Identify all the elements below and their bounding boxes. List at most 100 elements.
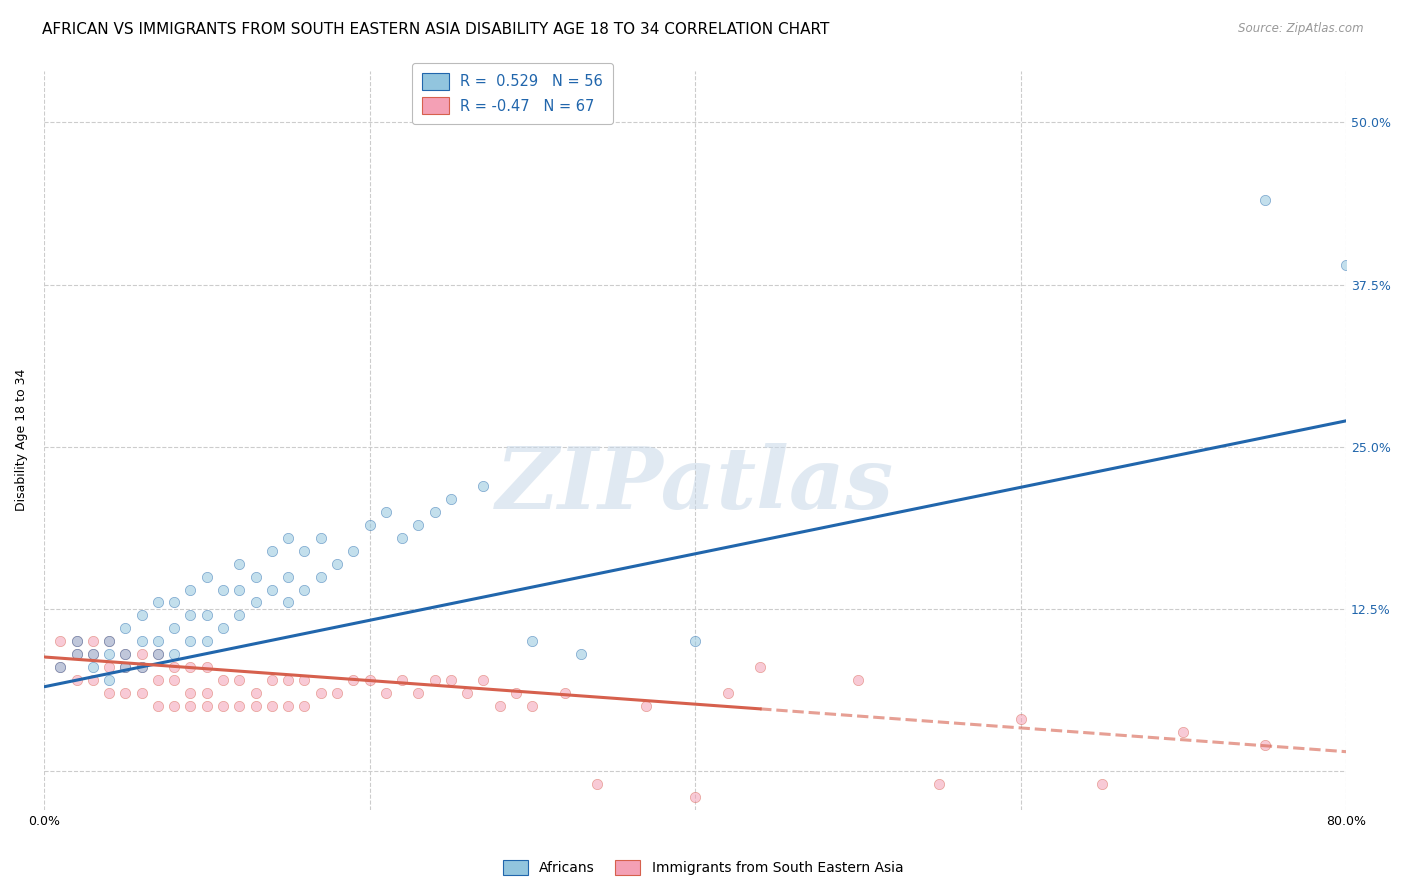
Point xyxy=(212,699,235,714)
Point xyxy=(195,634,218,648)
Point xyxy=(212,582,235,597)
Point xyxy=(326,557,349,571)
Point xyxy=(195,660,218,674)
Point xyxy=(569,648,592,662)
Point xyxy=(114,648,136,662)
Point xyxy=(49,634,72,648)
Text: ZIPatlas: ZIPatlas xyxy=(496,443,894,526)
Point xyxy=(163,660,186,674)
Point xyxy=(245,569,267,583)
Point xyxy=(212,673,235,688)
Text: AFRICAN VS IMMIGRANTS FROM SOUTH EASTERN ASIA DISABILITY AGE 18 TO 34 CORRELATIO: AFRICAN VS IMMIGRANTS FROM SOUTH EASTERN… xyxy=(42,22,830,37)
Point xyxy=(146,634,169,648)
Point xyxy=(65,648,87,662)
Point xyxy=(717,686,740,700)
Point xyxy=(1010,712,1032,726)
Point xyxy=(294,582,316,597)
Point xyxy=(228,699,250,714)
Point xyxy=(374,686,396,700)
Point xyxy=(277,673,299,688)
Point xyxy=(179,582,201,597)
Point xyxy=(277,531,299,545)
Point xyxy=(114,686,136,700)
Point xyxy=(294,673,316,688)
Point xyxy=(391,531,413,545)
Point xyxy=(163,622,186,636)
Point xyxy=(212,622,235,636)
Point xyxy=(179,608,201,623)
Point xyxy=(309,569,332,583)
Point xyxy=(408,517,430,532)
Point xyxy=(98,686,121,700)
Point xyxy=(277,569,299,583)
Point xyxy=(179,686,201,700)
Point xyxy=(49,660,72,674)
Point xyxy=(65,634,87,648)
Point xyxy=(326,686,349,700)
Point xyxy=(309,686,332,700)
Point xyxy=(309,531,332,545)
Point xyxy=(82,634,104,648)
Point xyxy=(846,673,869,688)
Point xyxy=(359,517,381,532)
Point xyxy=(228,673,250,688)
Point xyxy=(179,699,201,714)
Point xyxy=(683,790,706,805)
Point xyxy=(245,595,267,609)
Point xyxy=(195,699,218,714)
Point xyxy=(228,557,250,571)
Point xyxy=(505,686,527,700)
Point xyxy=(98,634,121,648)
Point xyxy=(260,699,283,714)
Point xyxy=(65,634,87,648)
Point xyxy=(391,673,413,688)
Point xyxy=(195,686,218,700)
Point xyxy=(749,660,772,674)
Point xyxy=(146,648,169,662)
Point xyxy=(245,699,267,714)
Point xyxy=(294,543,316,558)
Point xyxy=(114,648,136,662)
Point xyxy=(1254,194,1277,208)
Point xyxy=(65,673,87,688)
Point xyxy=(65,648,87,662)
Point xyxy=(82,648,104,662)
Point xyxy=(522,634,544,648)
Point xyxy=(472,479,495,493)
Point xyxy=(195,608,218,623)
Point xyxy=(98,673,121,688)
Point xyxy=(195,569,218,583)
Point xyxy=(423,505,446,519)
Point xyxy=(163,699,186,714)
Point xyxy=(131,648,153,662)
Point xyxy=(342,673,364,688)
Point xyxy=(1334,258,1357,272)
Point xyxy=(179,634,201,648)
Point xyxy=(260,582,283,597)
Point xyxy=(114,660,136,674)
Legend: R =  0.529   N = 56, R = -0.47   N = 67: R = 0.529 N = 56, R = -0.47 N = 67 xyxy=(412,63,613,124)
Point xyxy=(98,648,121,662)
Point xyxy=(586,777,609,791)
Point xyxy=(146,699,169,714)
Point xyxy=(228,608,250,623)
Point xyxy=(163,595,186,609)
Point xyxy=(359,673,381,688)
Point xyxy=(82,673,104,688)
Legend: Africans, Immigrants from South Eastern Asia: Africans, Immigrants from South Eastern … xyxy=(498,855,908,880)
Point xyxy=(294,699,316,714)
Point xyxy=(228,582,250,597)
Point xyxy=(131,660,153,674)
Text: Source: ZipAtlas.com: Source: ZipAtlas.com xyxy=(1239,22,1364,36)
Point xyxy=(423,673,446,688)
Point xyxy=(114,660,136,674)
Point xyxy=(49,660,72,674)
Point xyxy=(928,777,950,791)
Point xyxy=(554,686,576,700)
Point xyxy=(260,673,283,688)
Point xyxy=(163,673,186,688)
Point xyxy=(131,660,153,674)
Point xyxy=(131,608,153,623)
Y-axis label: Disability Age 18 to 34: Disability Age 18 to 34 xyxy=(15,369,28,511)
Point xyxy=(440,673,463,688)
